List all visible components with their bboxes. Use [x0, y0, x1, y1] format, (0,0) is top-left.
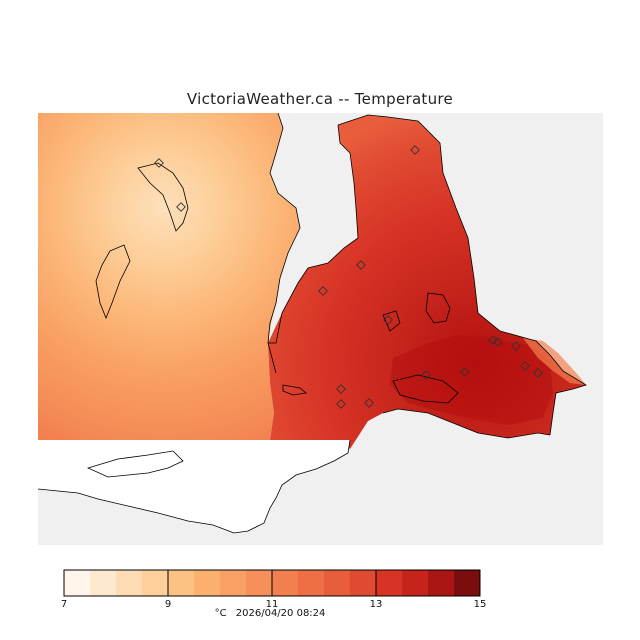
legend-footer: °C 2026/04/20 08:24: [0, 608, 540, 619]
legend-bin: [246, 570, 273, 596]
coastline-outlines: [38, 113, 587, 534]
east-temperature-core: [390, 335, 553, 425]
station-marker: [488, 335, 498, 345]
station-marker: [493, 337, 503, 347]
station-marker: [410, 145, 420, 155]
west-temperature-field: [38, 113, 300, 440]
legend-bin: [272, 570, 299, 596]
station-marker: [520, 361, 530, 371]
station-markers: [154, 145, 543, 409]
station-marker: [318, 286, 328, 296]
station-marker: [154, 158, 164, 168]
legend-bin: [168, 570, 195, 596]
station-marker: [421, 370, 431, 380]
legend-bin: [194, 570, 221, 596]
legend-ticks: 7 9 11 13 15: [61, 570, 487, 610]
legend-tick-label: 13: [370, 599, 383, 610]
timestamp-label: 2026/04/20 08:24: [235, 608, 326, 619]
station-marker: [356, 260, 366, 270]
station-marker: [364, 398, 374, 408]
legend-bin: [350, 570, 377, 596]
chart-title: VictoriaWeather.ca -- Temperature: [186, 90, 454, 108]
legend-tick-label: 7: [61, 599, 67, 610]
station-marker: [460, 367, 470, 377]
legend-tick-label: 9: [165, 599, 171, 610]
legend-bin: [428, 570, 455, 596]
station-marker: [511, 341, 521, 351]
station-marker: [336, 384, 346, 394]
east-warm-edge: [523, 338, 586, 385]
station-marker: [383, 315, 393, 325]
temperature-map: [38, 113, 603, 545]
station-marker: [336, 399, 346, 409]
legend-bin: [142, 570, 169, 596]
islands: [95, 162, 459, 404]
masked-land-area: [38, 440, 350, 533]
legend-tick-label: 15: [474, 599, 487, 610]
legend-bin: [90, 570, 117, 596]
legend-bin: [116, 570, 143, 596]
legend-bin: [64, 570, 91, 596]
unit-label: °C: [214, 608, 227, 619]
legend-bin: [298, 570, 325, 596]
station-marker: [533, 368, 543, 378]
station-marker: [176, 202, 186, 212]
legend-bin: [220, 570, 247, 596]
legend-bin: [402, 570, 429, 596]
legend-bin: [376, 570, 403, 596]
legend-bin: [454, 570, 481, 596]
legend-bin: [324, 570, 351, 596]
legend-bins: [64, 570, 481, 596]
color-legend: 7 9 11 13 15: [61, 569, 487, 610]
legend-tick-label: 11: [266, 599, 279, 610]
